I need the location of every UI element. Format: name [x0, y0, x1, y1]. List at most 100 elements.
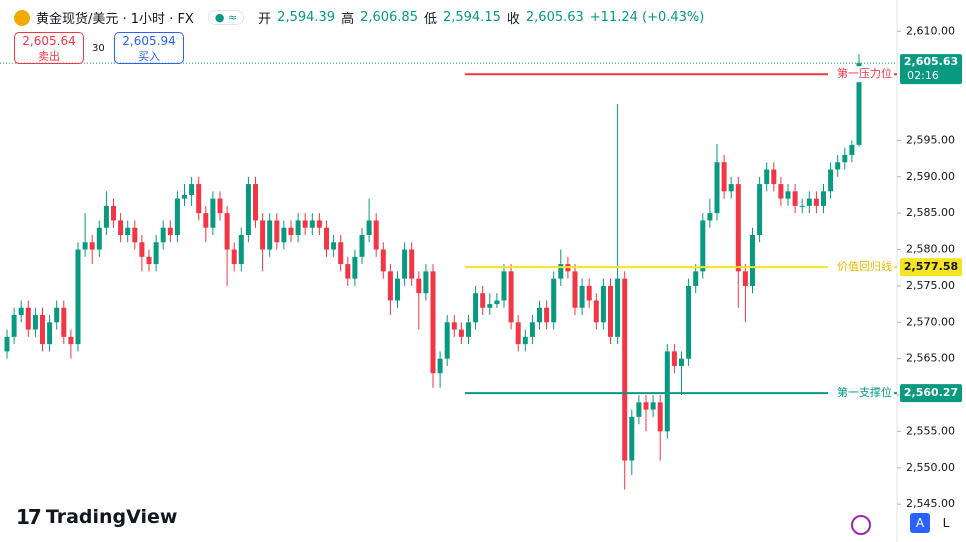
candle-body [75, 249, 81, 345]
candle-body [210, 198, 216, 228]
candle-body [657, 402, 663, 432]
candle-body [700, 220, 706, 272]
candle-body [203, 213, 209, 228]
candle-body [444, 322, 450, 359]
candle-body [622, 278, 628, 461]
candle-body [714, 162, 720, 214]
candle-body [764, 169, 770, 185]
candle-body [828, 169, 834, 192]
candle-body [160, 227, 166, 243]
candle-body [111, 205, 116, 221]
candle-body [494, 300, 500, 305]
candle-body [650, 402, 656, 410]
candle-body [274, 220, 280, 243]
level-badge-label: 2,560.27 [904, 386, 958, 399]
candle-body [728, 184, 734, 192]
candle-body [331, 242, 337, 250]
candle-body [771, 169, 777, 185]
y-tick-label: 2,590.00 [906, 170, 955, 183]
candle-body [437, 358, 443, 374]
sell-price: 2,605.64 [22, 34, 76, 48]
candle-body [82, 242, 88, 250]
candle-body [224, 213, 230, 250]
candle-body [842, 154, 848, 163]
y-tick-label: 2,550.00 [906, 461, 955, 474]
candle-body [89, 242, 95, 250]
buy-price: 2,605.94 [122, 34, 176, 48]
candle-body [373, 220, 379, 250]
candle-body [466, 322, 471, 337]
candle-body [40, 315, 45, 345]
candle-body [302, 220, 308, 228]
y-tick-label: 2,575.00 [906, 279, 955, 292]
change: +11.24 (+0.43%) [589, 10, 705, 25]
candle-body [253, 184, 258, 221]
candle-body [324, 227, 329, 250]
candle-body [167, 227, 173, 235]
candle-body [742, 271, 748, 286]
buy-button[interactable]: 2,605.94 买入 [114, 32, 184, 64]
sell-button[interactable]: 2,605.64 卖出 [14, 32, 84, 64]
candle-body [537, 307, 542, 323]
candle-body [238, 234, 244, 265]
candle-body [103, 205, 109, 228]
candle-body [338, 242, 344, 265]
y-tick-label: 2,610.00 [906, 24, 955, 37]
candle-body [174, 198, 180, 235]
candle-body [473, 293, 479, 323]
level-badge [900, 384, 962, 403]
candle-body [366, 220, 372, 235]
level-label: 价值回归线 [837, 259, 892, 273]
candle-body [551, 278, 557, 323]
candle-body [153, 242, 159, 265]
log-scale[interactable]: L [942, 516, 950, 530]
candle-body [778, 184, 784, 199]
candle-body [686, 285, 692, 359]
candle-body [352, 256, 358, 279]
last-price-label: 2,605.63 [904, 55, 958, 68]
candle-body [245, 184, 251, 235]
level-label-bg [828, 66, 894, 83]
spread: 30 [92, 43, 105, 54]
open-label: 开 [258, 12, 272, 27]
logo[interactable]: 17 TradingView [16, 505, 178, 529]
candle-body [402, 249, 408, 279]
candle-body [636, 402, 642, 417]
candle-body [189, 184, 195, 195]
candle-body [600, 285, 606, 323]
candle-body [757, 184, 763, 235]
level-label-bg [828, 259, 894, 276]
candle-body [544, 307, 550, 323]
candle-body [118, 220, 124, 235]
candle-body [856, 63, 862, 145]
candle-body [25, 307, 31, 330]
candle-body [799, 205, 805, 207]
candle-body [664, 351, 670, 432]
candle-body [593, 300, 599, 323]
symbol[interactable]: 黄金现货/美元 · 1小时 · FX [36, 12, 194, 27]
flash-icon[interactable] [851, 515, 871, 535]
candle-body [451, 322, 457, 330]
candle-body [735, 184, 741, 272]
candle-body [54, 307, 60, 323]
candle-body [821, 191, 826, 206]
candle-body [792, 191, 798, 206]
last-price-badge [900, 54, 962, 85]
candle-body [288, 227, 294, 235]
candle-body [785, 191, 791, 199]
auto-scale[interactable]: A [910, 513, 930, 533]
candle-body [125, 227, 131, 235]
high: 2,606.85 [360, 10, 418, 25]
candle-body [96, 227, 102, 250]
level-label: 第一支撑位 [837, 385, 892, 399]
candle-body [750, 234, 755, 286]
candle-body [18, 307, 24, 316]
status[interactable]: ● ≈ [207, 10, 245, 25]
candle-body [579, 285, 585, 308]
symbol-icon [14, 9, 30, 26]
candle-body [4, 336, 10, 352]
close: 2,605.63 [525, 10, 584, 25]
low: 2,594.15 [442, 10, 501, 25]
candle-body [572, 271, 578, 308]
